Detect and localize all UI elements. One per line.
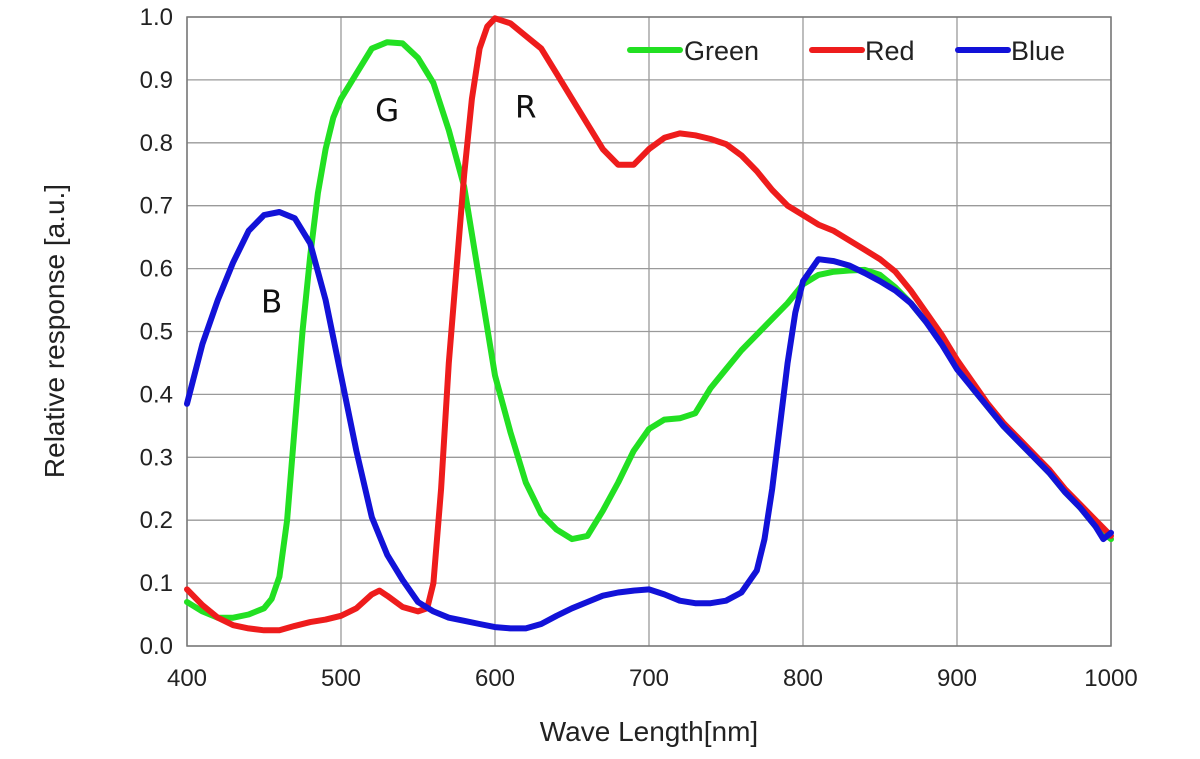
y-tick-labels: 0.0 0.1 0.2 0.3 0.4 0.5 0.6 0.7 0.8 0.9 1.0 [140,4,173,660]
legend-label-green: Green [684,36,759,66]
legend-label-blue: Blue [1011,36,1065,66]
x-tick-label: 400 [167,665,207,692]
y-tick-label: 0.4 [140,381,173,408]
y-tick-label: 0.2 [140,507,173,534]
y-tick-label: 0.7 [140,193,173,220]
legend: Green Red Blue [627,36,1065,66]
x-tick-label: 1000 [1084,665,1137,692]
curve-label-r: R [515,90,537,126]
y-tick-label: 0.8 [140,130,173,157]
series-line-blue [184,209,1114,632]
grid-lines [186,16,1112,647]
y-tick-label: 0.3 [140,444,173,471]
x-axis-title: Wave Length[nm] [540,716,758,747]
curve-label-b: B [261,285,282,321]
curve-label-g: G [375,93,399,129]
y-axis-title: Relative response [a.u.] [39,184,70,478]
plot-frame [186,16,1112,647]
y-tick-label: 0.0 [140,633,173,660]
series-line-red [184,15,1114,634]
x-tick-label: 600 [475,665,515,692]
y-tick-label: 0.9 [140,67,173,94]
x-tick-label: 900 [937,665,977,692]
y-tick-label: 0.1 [140,570,173,597]
x-tick-label: 700 [629,665,669,692]
curve-annotations: B G R [261,90,537,321]
y-tick-label: 0.6 [140,256,173,283]
x-tick-label: 800 [783,665,823,692]
legend-label-red: Red [865,36,915,66]
series-lines [184,15,1114,634]
x-tick-label: 500 [321,665,361,692]
y-tick-label: 0.5 [140,319,173,346]
y-tick-label: 1.0 [140,4,173,31]
x-tick-labels: 400 500 600 700 800 900 1000 [167,665,1138,692]
